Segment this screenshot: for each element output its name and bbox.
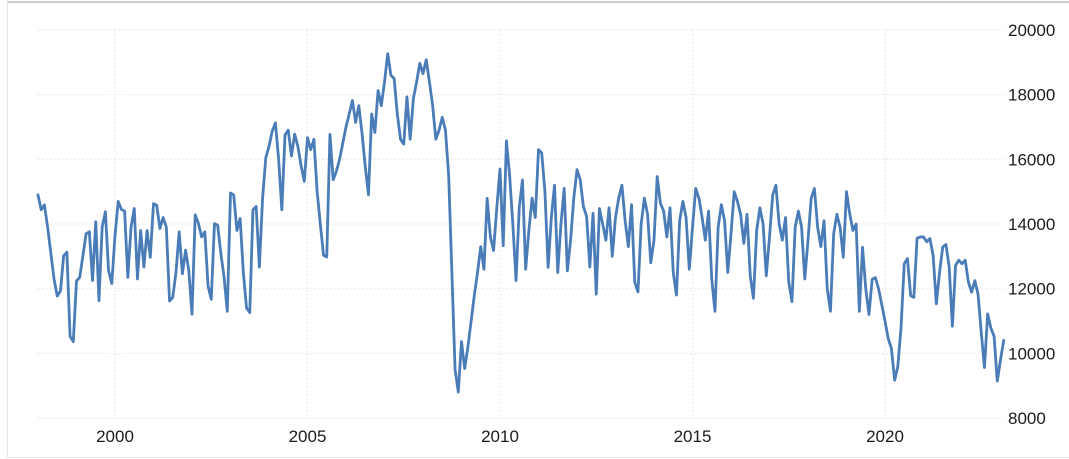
x-axis-tick-label: 2020 — [866, 427, 904, 446]
y-axis-tick-labels: 20000 18000 16000 14000 12000 10000 8000 — [1008, 21, 1055, 428]
chart-frame — [7, 1, 1069, 458]
y-axis-tick-label: 10000 — [1008, 344, 1055, 363]
y-axis-tick-label: 20000 — [1008, 21, 1055, 40]
y-axis-tick-label: 18000 — [1008, 86, 1055, 105]
x-axis-tick-label: 2015 — [674, 427, 712, 446]
data-series-line — [36, 52, 1006, 394]
x-axis-tick-label: 2005 — [289, 427, 327, 446]
y-axis-tick-label: 14000 — [1008, 215, 1055, 234]
x-axis-tick-label: 2010 — [481, 427, 519, 446]
x-axis-tick-label: 2000 — [96, 427, 134, 446]
y-axis-tick-label: 12000 — [1008, 280, 1055, 299]
y-axis-tick-label: 16000 — [1008, 150, 1055, 169]
y-axis-tick-label: 8000 — [1008, 409, 1046, 428]
plot-area[interactable] — [38, 30, 1004, 418]
x-axis-tick-labels: 2000 2005 2010 2015 2020 — [96, 427, 904, 446]
